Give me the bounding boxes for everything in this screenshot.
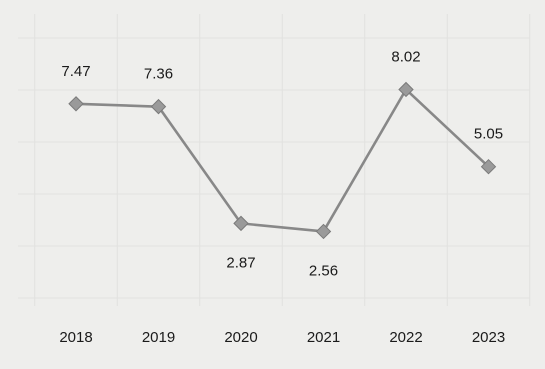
data-label-2021: 2.56 xyxy=(309,262,338,279)
data-label-2018: 7.47 xyxy=(61,63,90,80)
data-label-2022: 8.02 xyxy=(391,48,420,65)
x-tick-label-2019: 2019 xyxy=(142,329,175,346)
data-label-2023: 5.05 xyxy=(474,126,503,143)
data-point-marker-2023 xyxy=(480,158,497,175)
x-tick-label-2020: 2020 xyxy=(224,329,257,346)
data-point-marker-2018 xyxy=(68,96,84,112)
data-point-marker-2022 xyxy=(398,81,414,98)
series-line-layer xyxy=(75,88,490,233)
x-tick-label-2022: 2022 xyxy=(389,329,422,346)
data-point-marker-2019 xyxy=(150,98,167,115)
x-tick-label-2021: 2021 xyxy=(307,329,340,346)
data-label-2019: 7.36 xyxy=(144,66,173,83)
x-tick-label-2023: 2023 xyxy=(472,329,505,346)
data-point-marker-2020 xyxy=(233,215,249,232)
data-point-layer xyxy=(68,81,497,240)
series-line xyxy=(75,88,490,233)
data-label-2020: 2.87 xyxy=(226,254,255,271)
data-label-layer: 7.47 7.36 2.87 2.56 8.02 5.05 xyxy=(61,48,503,279)
x-tick-label-2018: 2018 xyxy=(59,329,92,346)
x-axis-tick-labels: 2018 2019 2020 2021 2022 2023 xyxy=(59,329,505,346)
data-point-marker-2021 xyxy=(315,223,332,240)
